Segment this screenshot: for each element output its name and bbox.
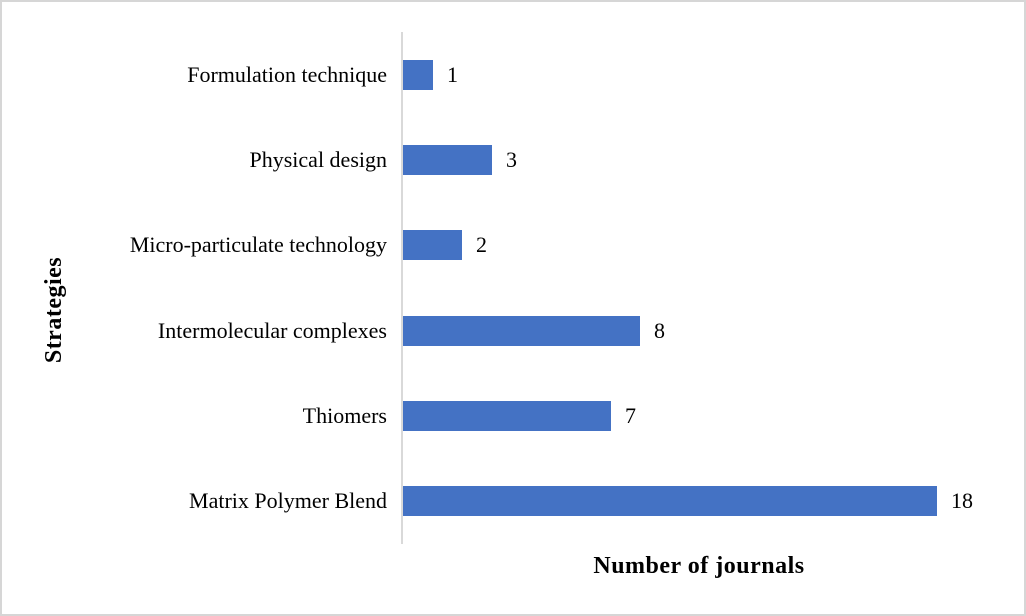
category-label: Thiomers: [302, 403, 387, 428]
category-label: Matrix Polymer Blend: [189, 488, 387, 513]
bar: [403, 316, 640, 346]
category-label: Formulation technique: [187, 62, 387, 87]
bar: [403, 401, 611, 431]
value-label: 7: [625, 403, 636, 428]
bar: [403, 486, 937, 516]
value-label: 2: [476, 232, 487, 257]
value-label: 3: [506, 147, 517, 172]
bar: [403, 230, 462, 260]
y-axis-line: [401, 32, 403, 544]
category-label: Intermolecular complexes: [157, 318, 387, 343]
value-label: 18: [951, 488, 973, 513]
category-label: Physical design: [249, 147, 388, 172]
x-axis-title: Number of journals: [593, 552, 805, 579]
bar: [403, 145, 492, 175]
bar: [403, 60, 433, 90]
plot-area: Formulation technique 1 Physical design 3 Mi…: [2, 32, 1024, 544]
category-label: Micro-particulate technology: [129, 232, 387, 257]
value-label: 1: [447, 62, 458, 87]
value-label: 8: [654, 318, 665, 343]
